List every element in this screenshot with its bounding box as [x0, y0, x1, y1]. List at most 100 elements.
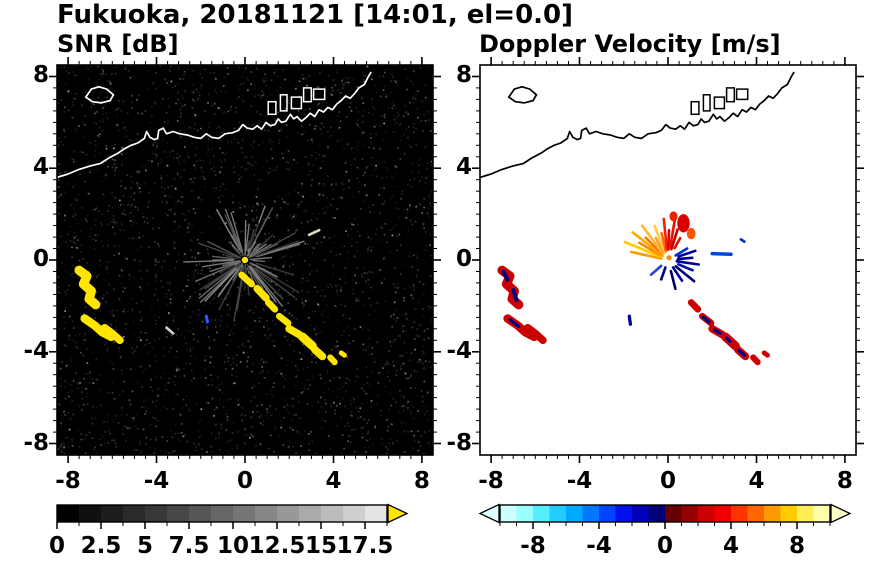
- radar-streak: [218, 266, 243, 311]
- velocity-streak: [677, 249, 697, 258]
- x-tick-label: 4: [325, 468, 342, 494]
- radar-streak: [183, 259, 233, 263]
- y-tick-label: 4: [455, 154, 472, 181]
- colorbar-cell: [57, 505, 80, 522]
- snr-panel-title: SNR [dB]: [57, 30, 179, 58]
- velocity-echo-negative: [511, 287, 519, 303]
- radar-streak: [254, 267, 296, 299]
- snr-echo-extra: [204, 314, 209, 324]
- snr-echo-rainband: [253, 284, 270, 302]
- velocity-streak: [659, 266, 667, 281]
- snr-echo-rainband: [285, 324, 304, 339]
- y-tick-label: -8: [446, 429, 472, 456]
- coastline: [480, 71, 795, 179]
- colorbar-cell: [780, 505, 798, 522]
- velocity-echo-negative: [508, 317, 521, 329]
- velocity-echo-rainband: [687, 299, 702, 313]
- x-tick-label: 4: [748, 468, 765, 494]
- radar-streak: [249, 256, 273, 261]
- radar-streak: [247, 242, 262, 257]
- port-structure: [713, 96, 726, 110]
- colorbar-cell: [566, 505, 584, 522]
- radar-streak: [255, 262, 295, 276]
- velocity-streak: [674, 265, 696, 283]
- snr-echo-rainband: [327, 354, 338, 366]
- radar-streak: [254, 264, 272, 275]
- colorbar-cell: [123, 505, 146, 522]
- velocity-streak: [673, 236, 682, 250]
- y-tick-label: 0: [455, 246, 472, 272]
- radar-streak: [245, 223, 250, 252]
- radar-streak: [198, 267, 236, 300]
- colorbar-cell: [365, 505, 388, 522]
- velocity-blob: [669, 211, 678, 222]
- colorbar-cell: [255, 505, 278, 522]
- snr-echo-rainband: [264, 299, 279, 313]
- velocity-streak: [629, 250, 663, 260]
- velocity-streak: [668, 215, 677, 249]
- colorbar-cell: [321, 505, 344, 522]
- radar-streak: [246, 240, 251, 252]
- radar-streak: [250, 268, 264, 290]
- velocity-streak: [640, 224, 665, 255]
- velocity-streak: [623, 240, 663, 259]
- colorbar-under-arrow: [478, 503, 500, 524]
- velocity-streak: [669, 269, 677, 291]
- y-tick-label: 8: [32, 62, 49, 89]
- radar-streak: [198, 242, 241, 259]
- radar-streak: [209, 260, 241, 273]
- velocity-echo-negative: [725, 336, 732, 343]
- radar-streak: [247, 228, 255, 249]
- radar-streak: [248, 243, 272, 259]
- colorbar-cell: [615, 505, 633, 522]
- noise-speckle: [57, 65, 432, 455]
- colorbar-cell: [813, 505, 831, 522]
- radar-streak: [201, 260, 241, 268]
- colorbar-cell: [516, 505, 534, 522]
- velocity-echo-negative: [701, 315, 711, 324]
- colorbar-tick-label: 12.5: [248, 533, 306, 559]
- island-outline: [84, 85, 115, 104]
- colorbar-tick-label: 7.5: [168, 533, 210, 559]
- colorbar-cell: [79, 505, 102, 522]
- radar-streak: [231, 245, 243, 257]
- radar-streak: [255, 240, 305, 258]
- colorbar-cell: [632, 505, 650, 522]
- radar-streak: [224, 214, 241, 250]
- snr-echo-rainband: [275, 312, 292, 327]
- y-tick-label: 8: [455, 62, 472, 89]
- snr-echo-west: [74, 265, 101, 310]
- colorbar-cell: [343, 505, 366, 522]
- velocity-extra: [710, 251, 733, 257]
- radar-streak: [218, 267, 240, 296]
- x-tick-label: 0: [236, 468, 253, 494]
- colorbar-tick-label: -8: [520, 533, 546, 559]
- radar-streak: [204, 267, 238, 302]
- colorbar-cell: [698, 505, 716, 522]
- velocity-echo-negative: [501, 269, 510, 282]
- velocity-streak: [666, 228, 671, 251]
- velocity-echo-rainband: [750, 354, 761, 366]
- colorbar-over-arrow: [387, 503, 409, 524]
- velocity-echo-rainband: [761, 350, 770, 358]
- x-tick-label: 8: [836, 468, 853, 494]
- colorbar-tick-label: 10: [216, 533, 249, 559]
- colorbar-cell: [277, 505, 300, 522]
- velocity-extra: [627, 314, 633, 326]
- radar-streak: [239, 264, 244, 273]
- snr-echo-extra: [307, 228, 321, 237]
- colorbar-cell: [500, 505, 518, 522]
- colorbar-cell: [797, 505, 815, 522]
- coastline: [57, 71, 372, 179]
- port-structure: [267, 100, 277, 116]
- radar-streak: [230, 212, 244, 252]
- velocity-streak: [676, 256, 694, 261]
- radar-streak: [232, 234, 240, 249]
- y-tick-label: 4: [32, 154, 49, 181]
- y-tick-label: -4: [23, 337, 49, 364]
- colorbar-cell: [211, 505, 234, 522]
- colorbar-cell: [681, 505, 699, 522]
- colorbar-cell: [145, 505, 168, 522]
- figure-title: Fukuoka, 20181121 [14:01, el=0.0]: [57, 0, 574, 30]
